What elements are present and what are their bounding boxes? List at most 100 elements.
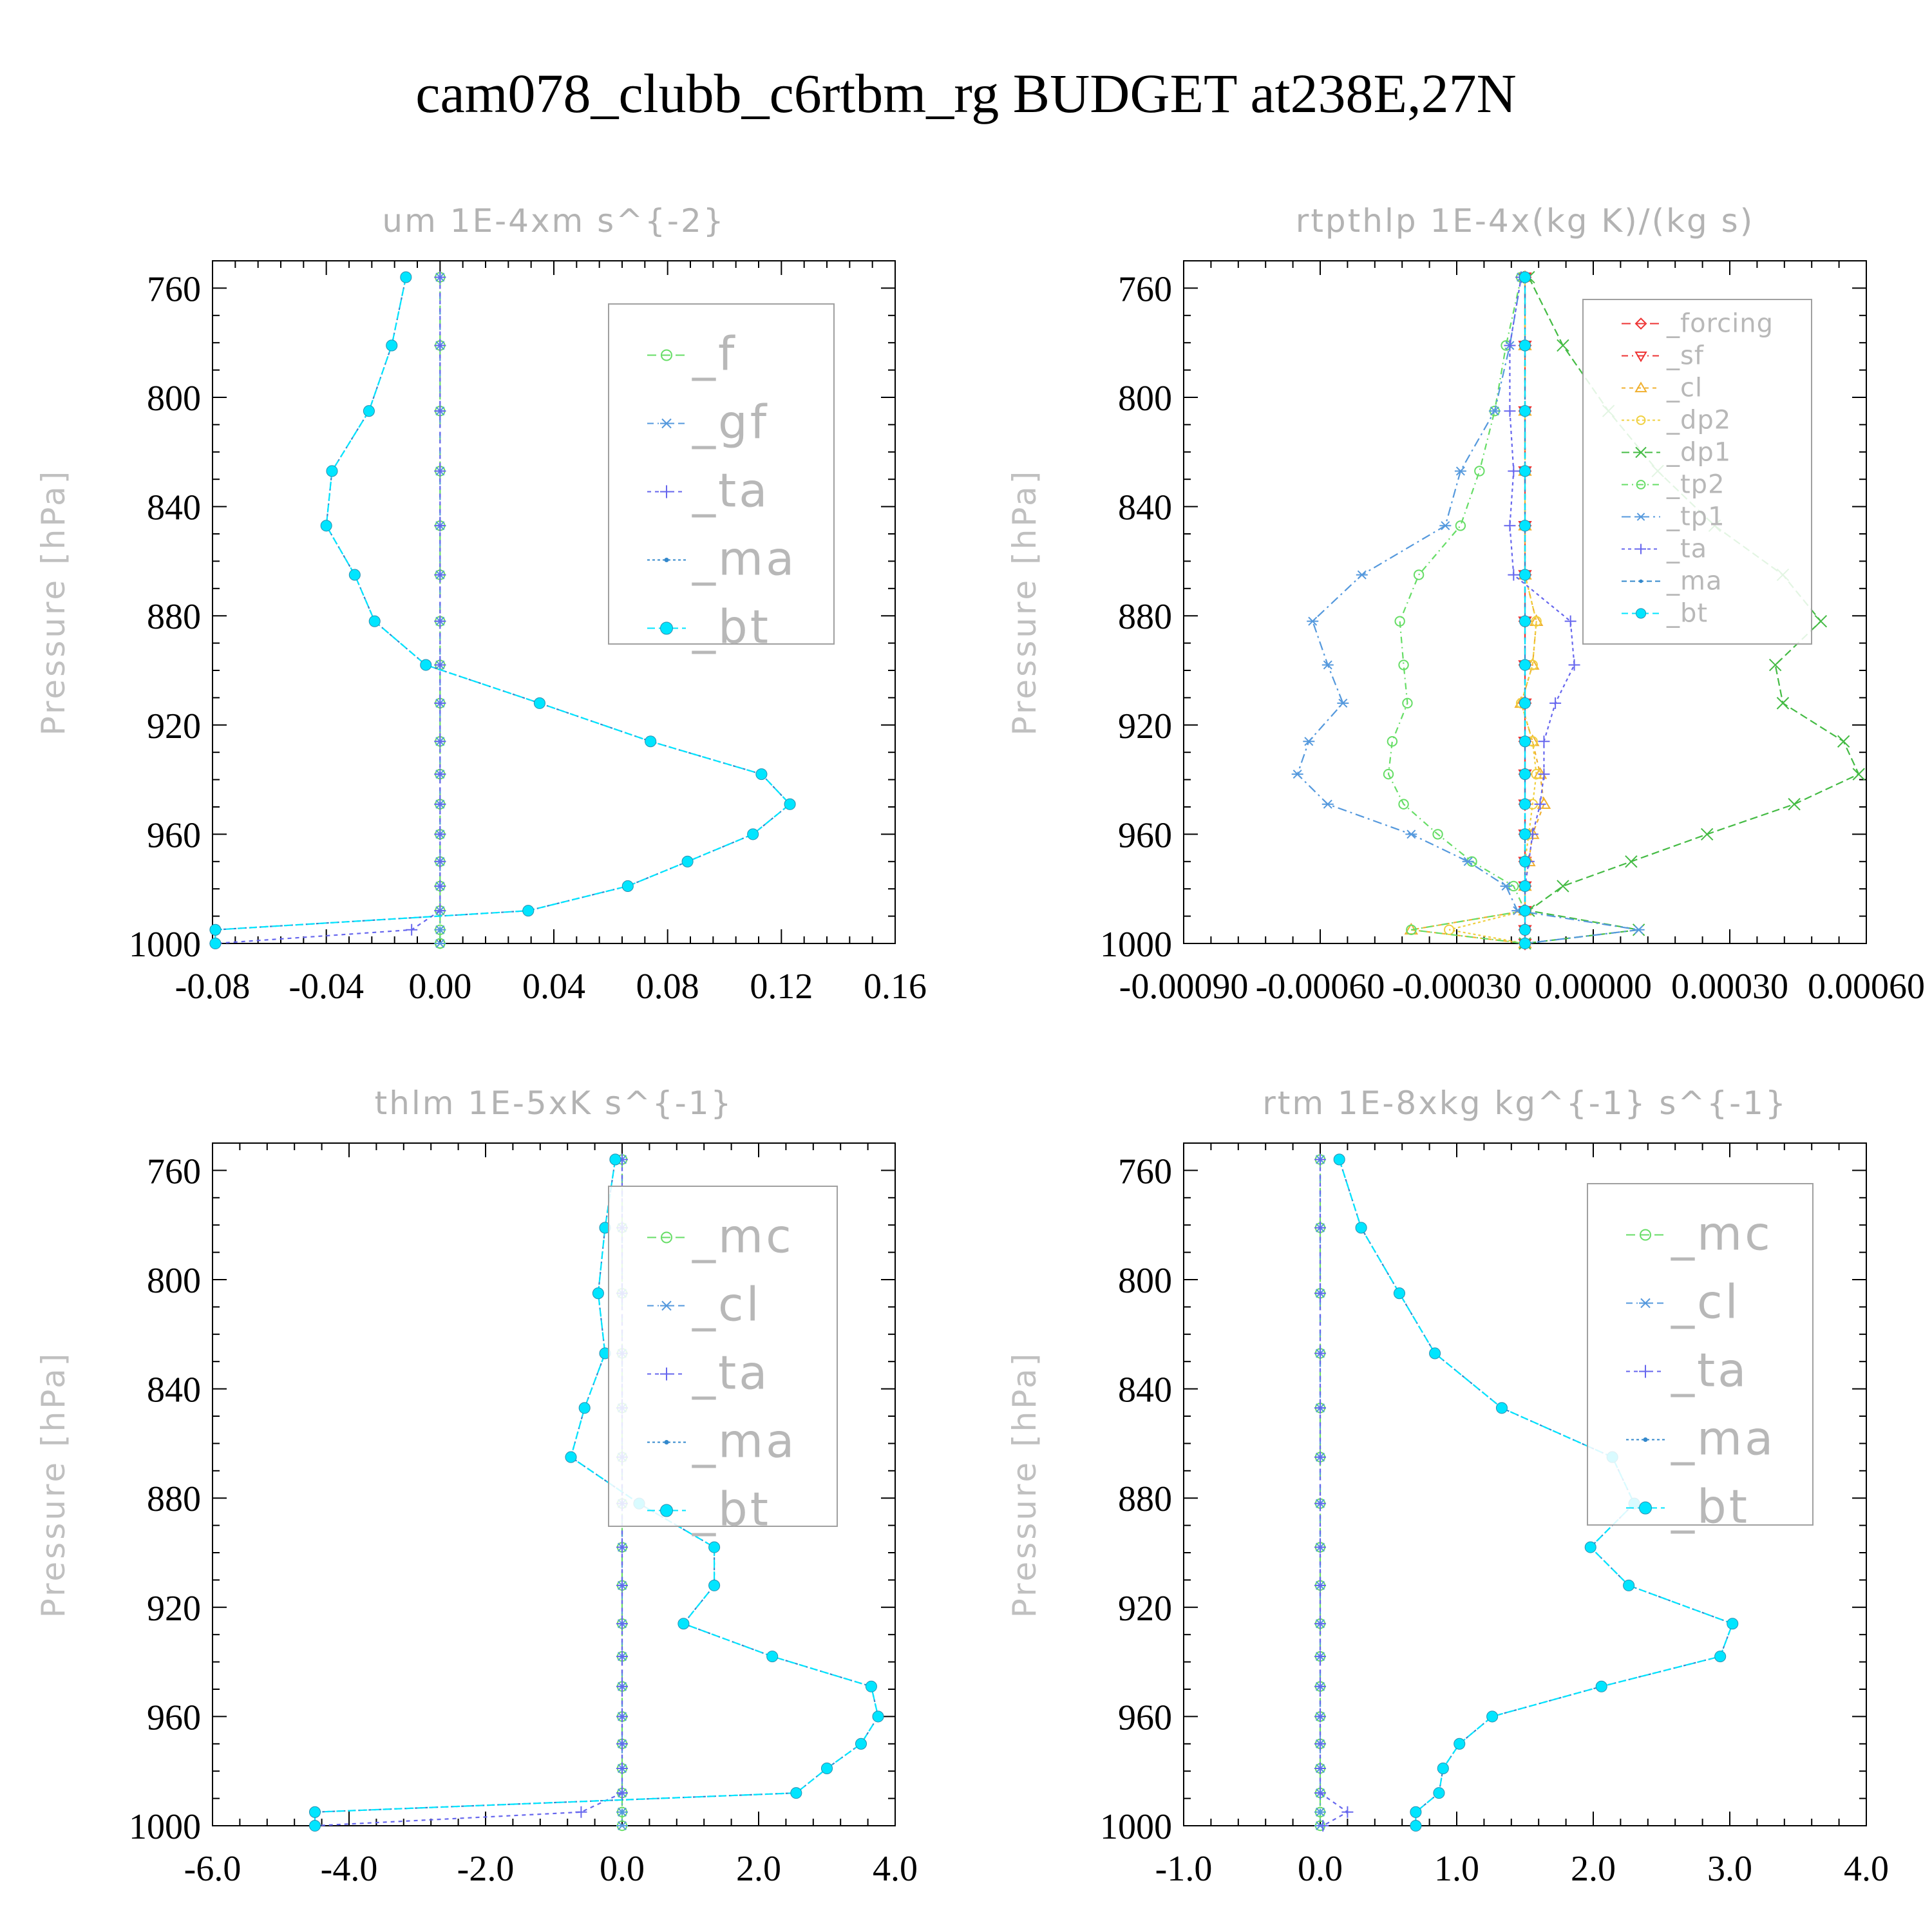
- legend-box: [608, 303, 835, 645]
- legend-label: _tp1: [1666, 502, 1725, 531]
- y-tick-label: 960: [147, 815, 201, 855]
- data-point: [1814, 614, 1828, 628]
- series-bt: [1519, 271, 1531, 950]
- data-point: [1531, 616, 1542, 627]
- legend-box: [1582, 299, 1812, 645]
- data-point: [1504, 405, 1516, 417]
- data-point: [434, 798, 446, 810]
- data-point: [1439, 521, 1452, 531]
- data-point: [645, 735, 657, 748]
- x-tick-label: 0.00000: [1535, 967, 1652, 1007]
- data-point: [609, 1153, 621, 1166]
- legend-marker: [1640, 1229, 1651, 1241]
- data-point: [434, 465, 446, 477]
- data-point: [865, 1680, 877, 1692]
- data-point: [1519, 735, 1531, 748]
- x-tick-label: 0.0: [600, 1849, 645, 1889]
- x-tick-label: 0.08: [636, 967, 699, 1007]
- data-point: [1393, 1287, 1406, 1300]
- series-bt: [1333, 1153, 1739, 1832]
- x-tick-label: -0.00090: [1119, 967, 1249, 1007]
- data-point: [1314, 1347, 1326, 1359]
- y-axis-label: Pressure [hPa]: [1006, 469, 1043, 736]
- series-ta: [209, 271, 446, 949]
- series-line: [1509, 277, 1575, 943]
- data-point: [1314, 1451, 1326, 1463]
- legend-box: [1587, 1183, 1814, 1526]
- x-tick-label: -0.00060: [1256, 967, 1385, 1007]
- legend-label: _tp2: [1666, 469, 1725, 499]
- data-point: [1519, 271, 1531, 283]
- data-point: [1314, 1618, 1326, 1630]
- data-point: [1557, 339, 1569, 352]
- x-tick-label: -0.08: [175, 967, 251, 1007]
- x-tick-label: 0.00030: [1671, 967, 1788, 1007]
- data-point: [420, 659, 432, 671]
- legend-marker: [660, 1367, 673, 1381]
- legend-marker: [664, 1440, 669, 1444]
- data-point: [1455, 520, 1466, 531]
- data-point: [434, 768, 446, 781]
- data-point: [1356, 570, 1368, 580]
- data-point: [1533, 767, 1548, 779]
- legend-marker: [661, 1231, 672, 1244]
- legend-label: _dp2: [1666, 405, 1731, 435]
- legend-marker: [1635, 446, 1647, 459]
- legend-label: _ta: [692, 1346, 770, 1400]
- data-point: [855, 1738, 867, 1750]
- legend-label: _ta: [1671, 1343, 1748, 1397]
- data-point: [820, 1762, 833, 1775]
- legend-label: _mc: [1671, 1207, 1773, 1261]
- series-dp2: [1444, 272, 1542, 949]
- data-point: [747, 828, 759, 840]
- data-point: [575, 1806, 587, 1818]
- data-point: [1519, 405, 1531, 417]
- data-point: [616, 1807, 628, 1817]
- data-point: [434, 615, 446, 627]
- y-axis-label: Pressure [hPa]: [1006, 1351, 1043, 1618]
- legend-label: _sf: [1666, 341, 1704, 370]
- y-tick-label: 760: [147, 1151, 201, 1191]
- data-point: [1321, 660, 1334, 670]
- data-point: [1387, 736, 1398, 747]
- data-point: [1488, 406, 1501, 416]
- data-point: [1444, 924, 1455, 936]
- data-point: [616, 1821, 628, 1831]
- x-tick-label: 4.0: [1844, 1849, 1889, 1889]
- series-cl: [1404, 270, 1551, 949]
- data-point: [1333, 1153, 1345, 1166]
- data-point: [434, 905, 446, 917]
- data-point: [1291, 770, 1303, 779]
- series-tp2: [1383, 272, 1531, 949]
- data-point: [1314, 1287, 1326, 1300]
- data-point: [533, 697, 545, 709]
- y-tick-label: 920: [1118, 706, 1172, 746]
- data-point: [434, 735, 446, 748]
- data-point: [1837, 735, 1850, 748]
- x-tick-label: 0.00060: [1808, 967, 1925, 1007]
- data-point: [1314, 1497, 1326, 1510]
- data-point: [616, 1787, 628, 1799]
- data-point: [1714, 1651, 1727, 1663]
- legend-label: _ma: [1666, 566, 1722, 596]
- data-point: [1625, 855, 1638, 868]
- data-point: [434, 569, 446, 581]
- data-point: [1508, 569, 1520, 581]
- legend-label: _dp1: [1666, 437, 1731, 467]
- data-point: [784, 798, 796, 810]
- y-tick-label: 920: [147, 1589, 201, 1629]
- data-point: [308, 1806, 321, 1818]
- data-point: [209, 937, 222, 950]
- data-point: [1314, 1222, 1326, 1234]
- y-axis-label: Pressure [hPa]: [35, 1351, 72, 1618]
- series-line: [215, 277, 441, 945]
- data-point: [616, 1541, 628, 1553]
- data-point: [1595, 1680, 1607, 1692]
- plot-frame: [1183, 1142, 1867, 1826]
- data-point: [1519, 798, 1531, 810]
- legend-marker: [1634, 317, 1647, 330]
- data-point: [1314, 1787, 1326, 1799]
- series-line: [314, 1159, 623, 1827]
- data-point: [348, 569, 361, 581]
- x-tick-label: 3.0: [1707, 1849, 1752, 1889]
